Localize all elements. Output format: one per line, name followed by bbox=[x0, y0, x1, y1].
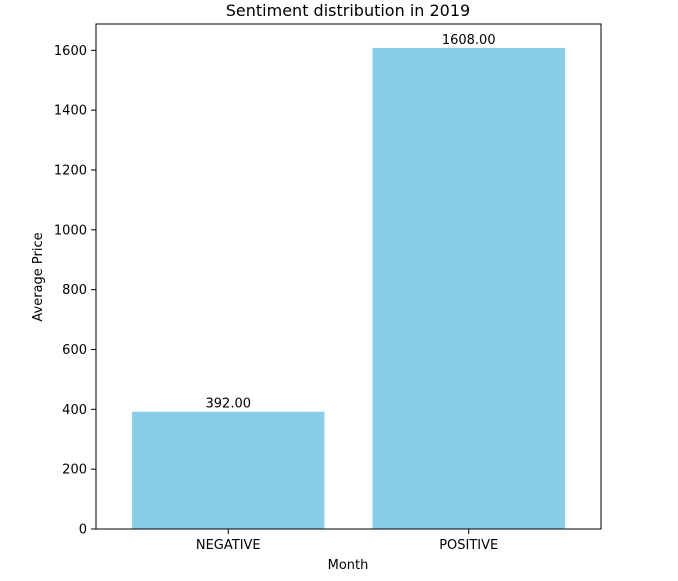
x-axis-ticks: NEGATIVE POSITIVE bbox=[196, 529, 498, 553]
y-tick-label: 600 bbox=[62, 343, 87, 358]
x-axis-title: Month bbox=[328, 558, 369, 573]
y-tick-label: 400 bbox=[62, 403, 87, 418]
y-tick-label: 200 bbox=[62, 463, 87, 478]
x-tick-label-positive: POSITIVE bbox=[439, 538, 498, 553]
y-tick-label: 1400 bbox=[54, 104, 87, 119]
bar-positive bbox=[372, 47, 565, 529]
bars-group bbox=[132, 47, 565, 529]
y-axis-ticks: 0 200 400 600 800 1000 1200 1400 1600 bbox=[54, 44, 96, 538]
y-axis-title: Average Price bbox=[31, 232, 46, 321]
data-label-negative: 392.00 bbox=[206, 397, 252, 412]
y-tick-label: 1600 bbox=[54, 44, 87, 59]
chart-title: Sentiment distribution in 2019 bbox=[226, 1, 470, 20]
data-labels-group: 392.00 1608.00 bbox=[206, 33, 496, 412]
data-label-positive: 1608.00 bbox=[442, 33, 496, 48]
y-tick-label: 1000 bbox=[54, 223, 87, 238]
y-tick-label: 1200 bbox=[54, 163, 87, 178]
bar-negative bbox=[132, 411, 325, 529]
y-tick-label: 0 bbox=[79, 523, 87, 538]
y-tick-label: 800 bbox=[62, 283, 87, 298]
plot-frame bbox=[95, 23, 602, 530]
x-tick-label-negative: NEGATIVE bbox=[196, 538, 261, 553]
